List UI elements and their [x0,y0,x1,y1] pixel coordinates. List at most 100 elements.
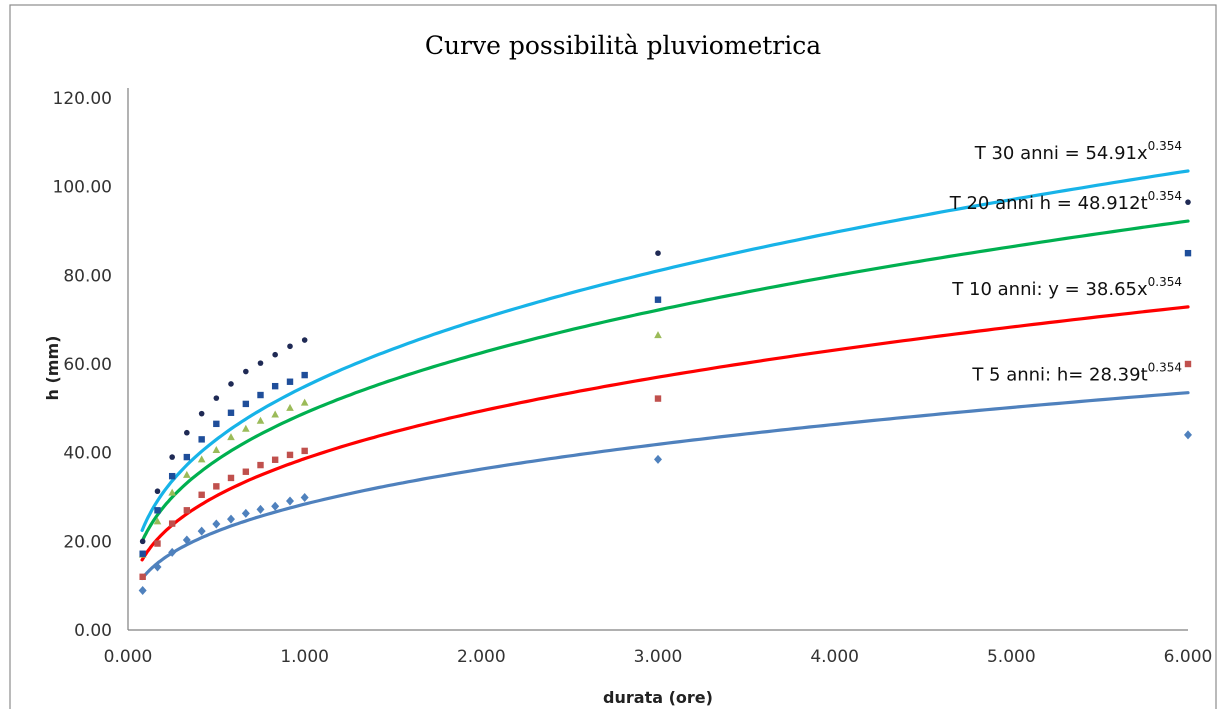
data-point-series-4 [243,368,249,375]
y-tick-label: 0.00 [74,621,112,641]
data-point-series-3 [227,409,235,416]
data-point-series-4 [287,343,293,350]
data-point-series-2 [227,433,235,441]
y-tick-label: 80.00 [63,266,112,286]
data-point-series-0 [197,526,206,536]
data-point-series-2 [256,416,265,424]
data-point-series-3 [257,391,264,399]
trend-equation-exponent: 0.354 [1148,361,1182,375]
data-point-series-0 [212,519,221,529]
data-point-series-2 [654,331,662,339]
trend-equation-exponent: 0.354 [1148,275,1182,289]
data-point-series-4 [154,488,161,495]
data-point-series-0 [256,504,265,514]
trend-equation-series-2: T 20 anni h = 48.912t0.354 [949,189,1182,214]
data-point-series-4 [257,360,264,366]
data-point-series-0 [241,508,250,518]
data-point-series-4 [301,337,308,343]
data-point-series-4 [198,410,205,417]
trend-equation-exponent: 0.354 [1148,189,1182,203]
x-tick-label: 1.000 [280,647,329,667]
data-point-series-1 [168,520,176,527]
data-point-series-4 [184,429,190,436]
data-point-series-1 [654,395,662,402]
trend-equation-series-3: T 30 anni = 54.91x0.354 [974,139,1182,164]
data-point-series-3 [198,436,205,443]
data-point-series-3 [242,400,250,408]
data-point-series-3 [286,378,294,385]
trend-equation-text: T 5 anni: h= 28.39t [971,365,1147,386]
data-point-series-3 [154,507,161,514]
data-point-series-4 [272,351,278,358]
trend-equation-text: T 10 anni: y = 38.65x [951,279,1148,300]
data-point-series-2 [212,446,221,454]
x-axis-label: durata (ore) [603,688,713,707]
data-point-series-2 [183,470,191,478]
data-point-series-1 [301,447,308,455]
data-point-series-1 [139,573,146,580]
data-point-series-3 [271,382,279,390]
data-point-series-3 [213,420,220,428]
chart-frame [9,4,1217,709]
trend-line-series-2 [140,219,1190,543]
data-point-series-3 [1184,249,1192,257]
data-point-series-0 [654,454,662,464]
y-tick-label: 20.00 [63,532,112,552]
data-point-series-2 [300,398,309,406]
data-point-series-0 [286,496,295,506]
x-tick-label: 5.000 [987,647,1036,667]
y-tick-label: 60.00 [63,355,112,375]
trend-equation-text: T 20 anni h = 48.912t [949,193,1148,214]
y-tick-label: 100.00 [53,178,112,198]
y-tick-label: 40.00 [63,444,112,464]
data-point-series-1 [213,483,220,490]
data-point-series-1 [257,461,264,469]
data-point-series-1 [271,456,279,463]
x-tick-label: 0.000 [104,647,153,667]
data-point-series-4 [1185,199,1191,205]
data-point-series-0 [300,492,309,502]
data-point-series-2 [271,410,279,418]
data-point-series-1 [183,507,191,514]
data-point-series-0 [271,501,280,511]
data-point-series-3 [654,296,662,303]
data-point-series-0 [226,514,235,524]
data-point-series-2 [197,455,206,463]
x-tick-label: 2.000 [457,647,506,667]
data-point-series-4 [169,454,175,460]
data-point-series-1 [286,451,294,459]
trend-line-series-3 [140,169,1190,532]
data-point-series-4 [228,381,234,387]
data-point-series-0 [138,586,147,596]
data-point-series-4 [655,250,661,256]
trend-equation-series-1: T 10 anni: y = 38.65x0.354 [951,275,1182,300]
x-tick-label: 3.000 [634,647,683,667]
trend-lines [140,169,1190,581]
x-tick-labels: 0.000 1.000 2.000 3.000 4.000 5.000 6.000 [104,647,1213,667]
data-point-series-2 [153,517,162,525]
x-tick-label: 6.000 [1164,647,1213,667]
data-point-series-1 [198,491,205,498]
axes [127,88,1188,631]
y-tick-labels: 0.00 20.00 40.00 60.00 80.00 100.00 120.00 [53,89,112,641]
data-point-series-1 [1184,360,1192,368]
data-point-series-0 [168,547,177,557]
trend-equation-exponent: 0.354 [1148,139,1182,153]
data-point-series-1 [242,468,250,475]
data-point-series-3 [183,453,191,461]
trend-equation-series-0: T 5 anni: h= 28.39t0.354 [971,361,1182,386]
data-points [138,199,1192,596]
data-point-series-2 [168,488,176,496]
y-axis-label: h (mm) [43,336,62,401]
data-point-series-0 [1184,430,1192,440]
data-point-series-3 [139,550,146,557]
x-tick-label: 4.000 [810,647,859,667]
data-point-series-0 [182,535,191,545]
data-point-series-0 [153,562,162,572]
data-point-series-1 [154,540,161,547]
y-tick-label: 120.00 [53,89,112,109]
data-point-series-3 [301,371,308,379]
